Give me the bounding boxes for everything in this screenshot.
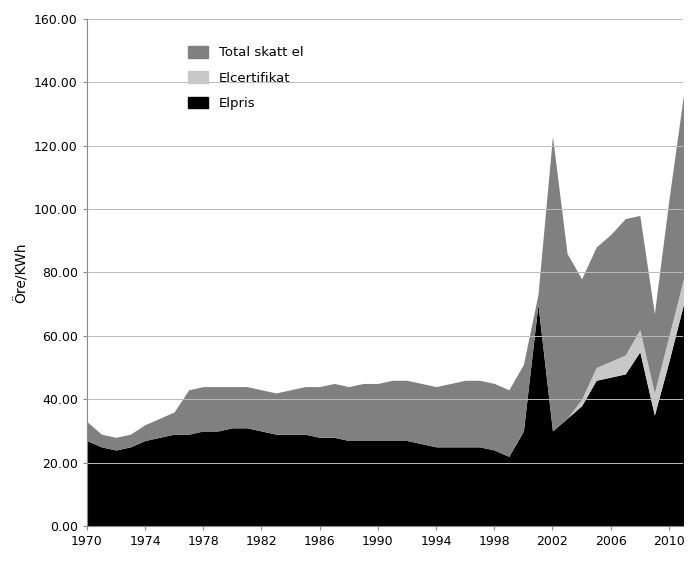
Y-axis label: Öre/KWh: Öre/KWh — [14, 242, 28, 303]
Legend: Total skatt el, Elcertifikat, Elpris: Total skatt el, Elcertifikat, Elpris — [183, 40, 309, 115]
